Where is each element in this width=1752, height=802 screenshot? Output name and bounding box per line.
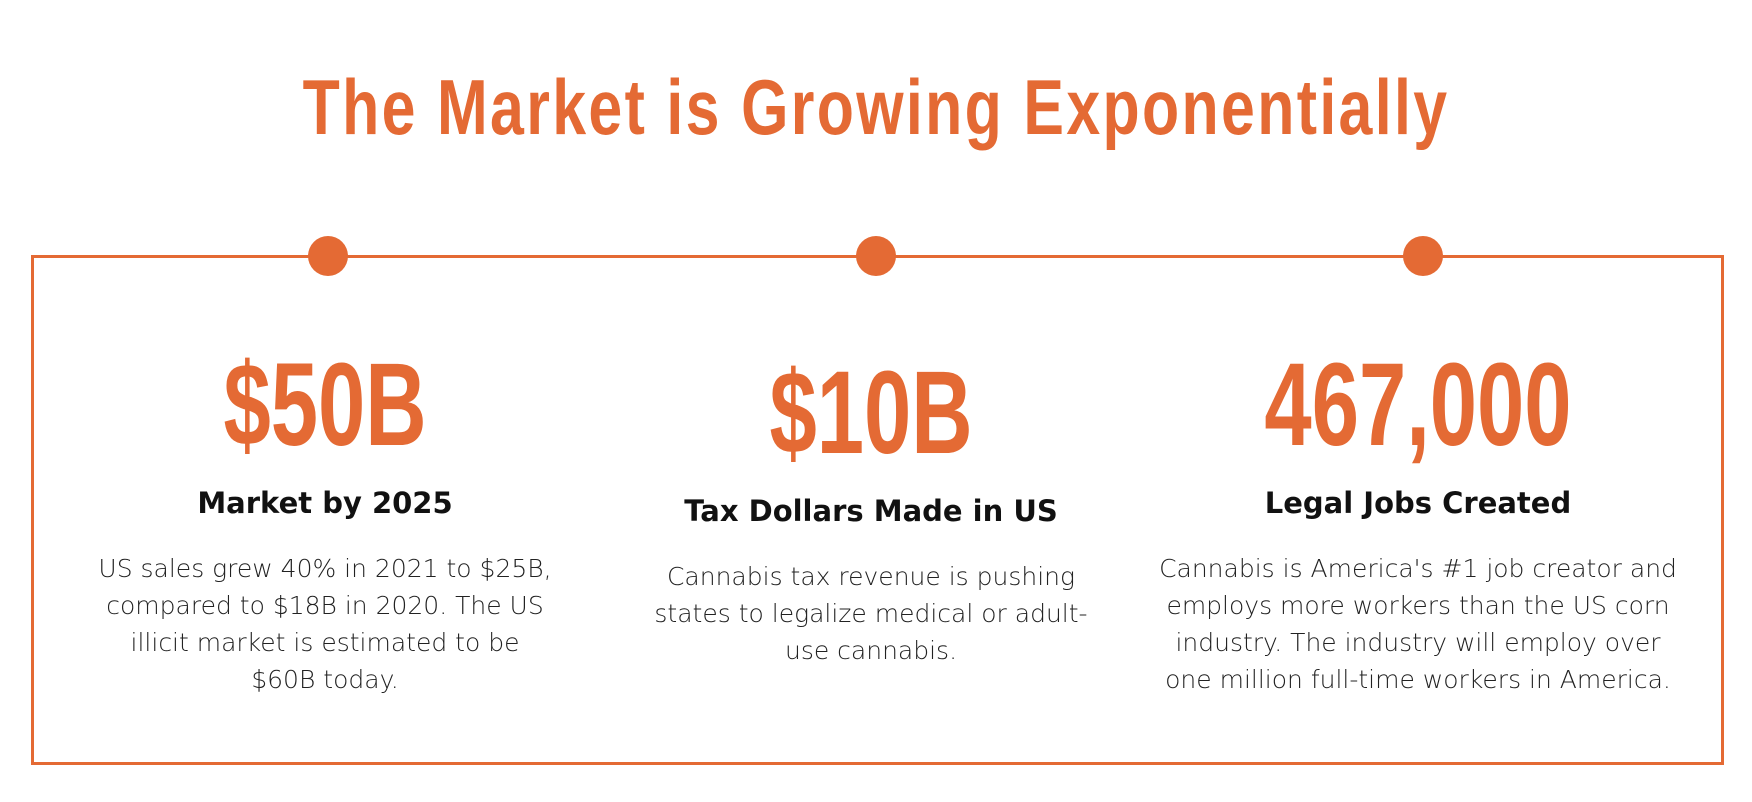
stat-label: Legal Jobs Created xyxy=(1264,486,1572,520)
page-title: The Market is Growing Exponentially xyxy=(302,63,1450,151)
marker-dot xyxy=(308,236,348,276)
stat-value: $50B xyxy=(223,339,427,471)
stat-description: US sales grew 40% in 2021 to $25B, compa… xyxy=(98,554,552,694)
stat-value: 467,000 xyxy=(1264,339,1572,471)
stat-label: Market by 2025 xyxy=(197,486,453,520)
stat-label: Tax Dollars Made in US xyxy=(684,494,1058,528)
marker-dot xyxy=(1403,236,1443,276)
stat-column: 467,000 Legal Jobs Created Cannabis is A… xyxy=(1159,339,1677,698)
marker-dot xyxy=(856,236,896,276)
stat-value: $10B xyxy=(769,347,973,479)
stat-description: Cannabis tax revenue is pushing states t… xyxy=(654,562,1088,665)
stat-column: $10B Tax Dollars Made in US Cannabis tax… xyxy=(631,348,1111,669)
stat-description: Cannabis is America's #1 job creator and… xyxy=(1159,554,1677,694)
stat-column: $50B Market by 2025 US sales grew 40% in… xyxy=(85,340,565,698)
